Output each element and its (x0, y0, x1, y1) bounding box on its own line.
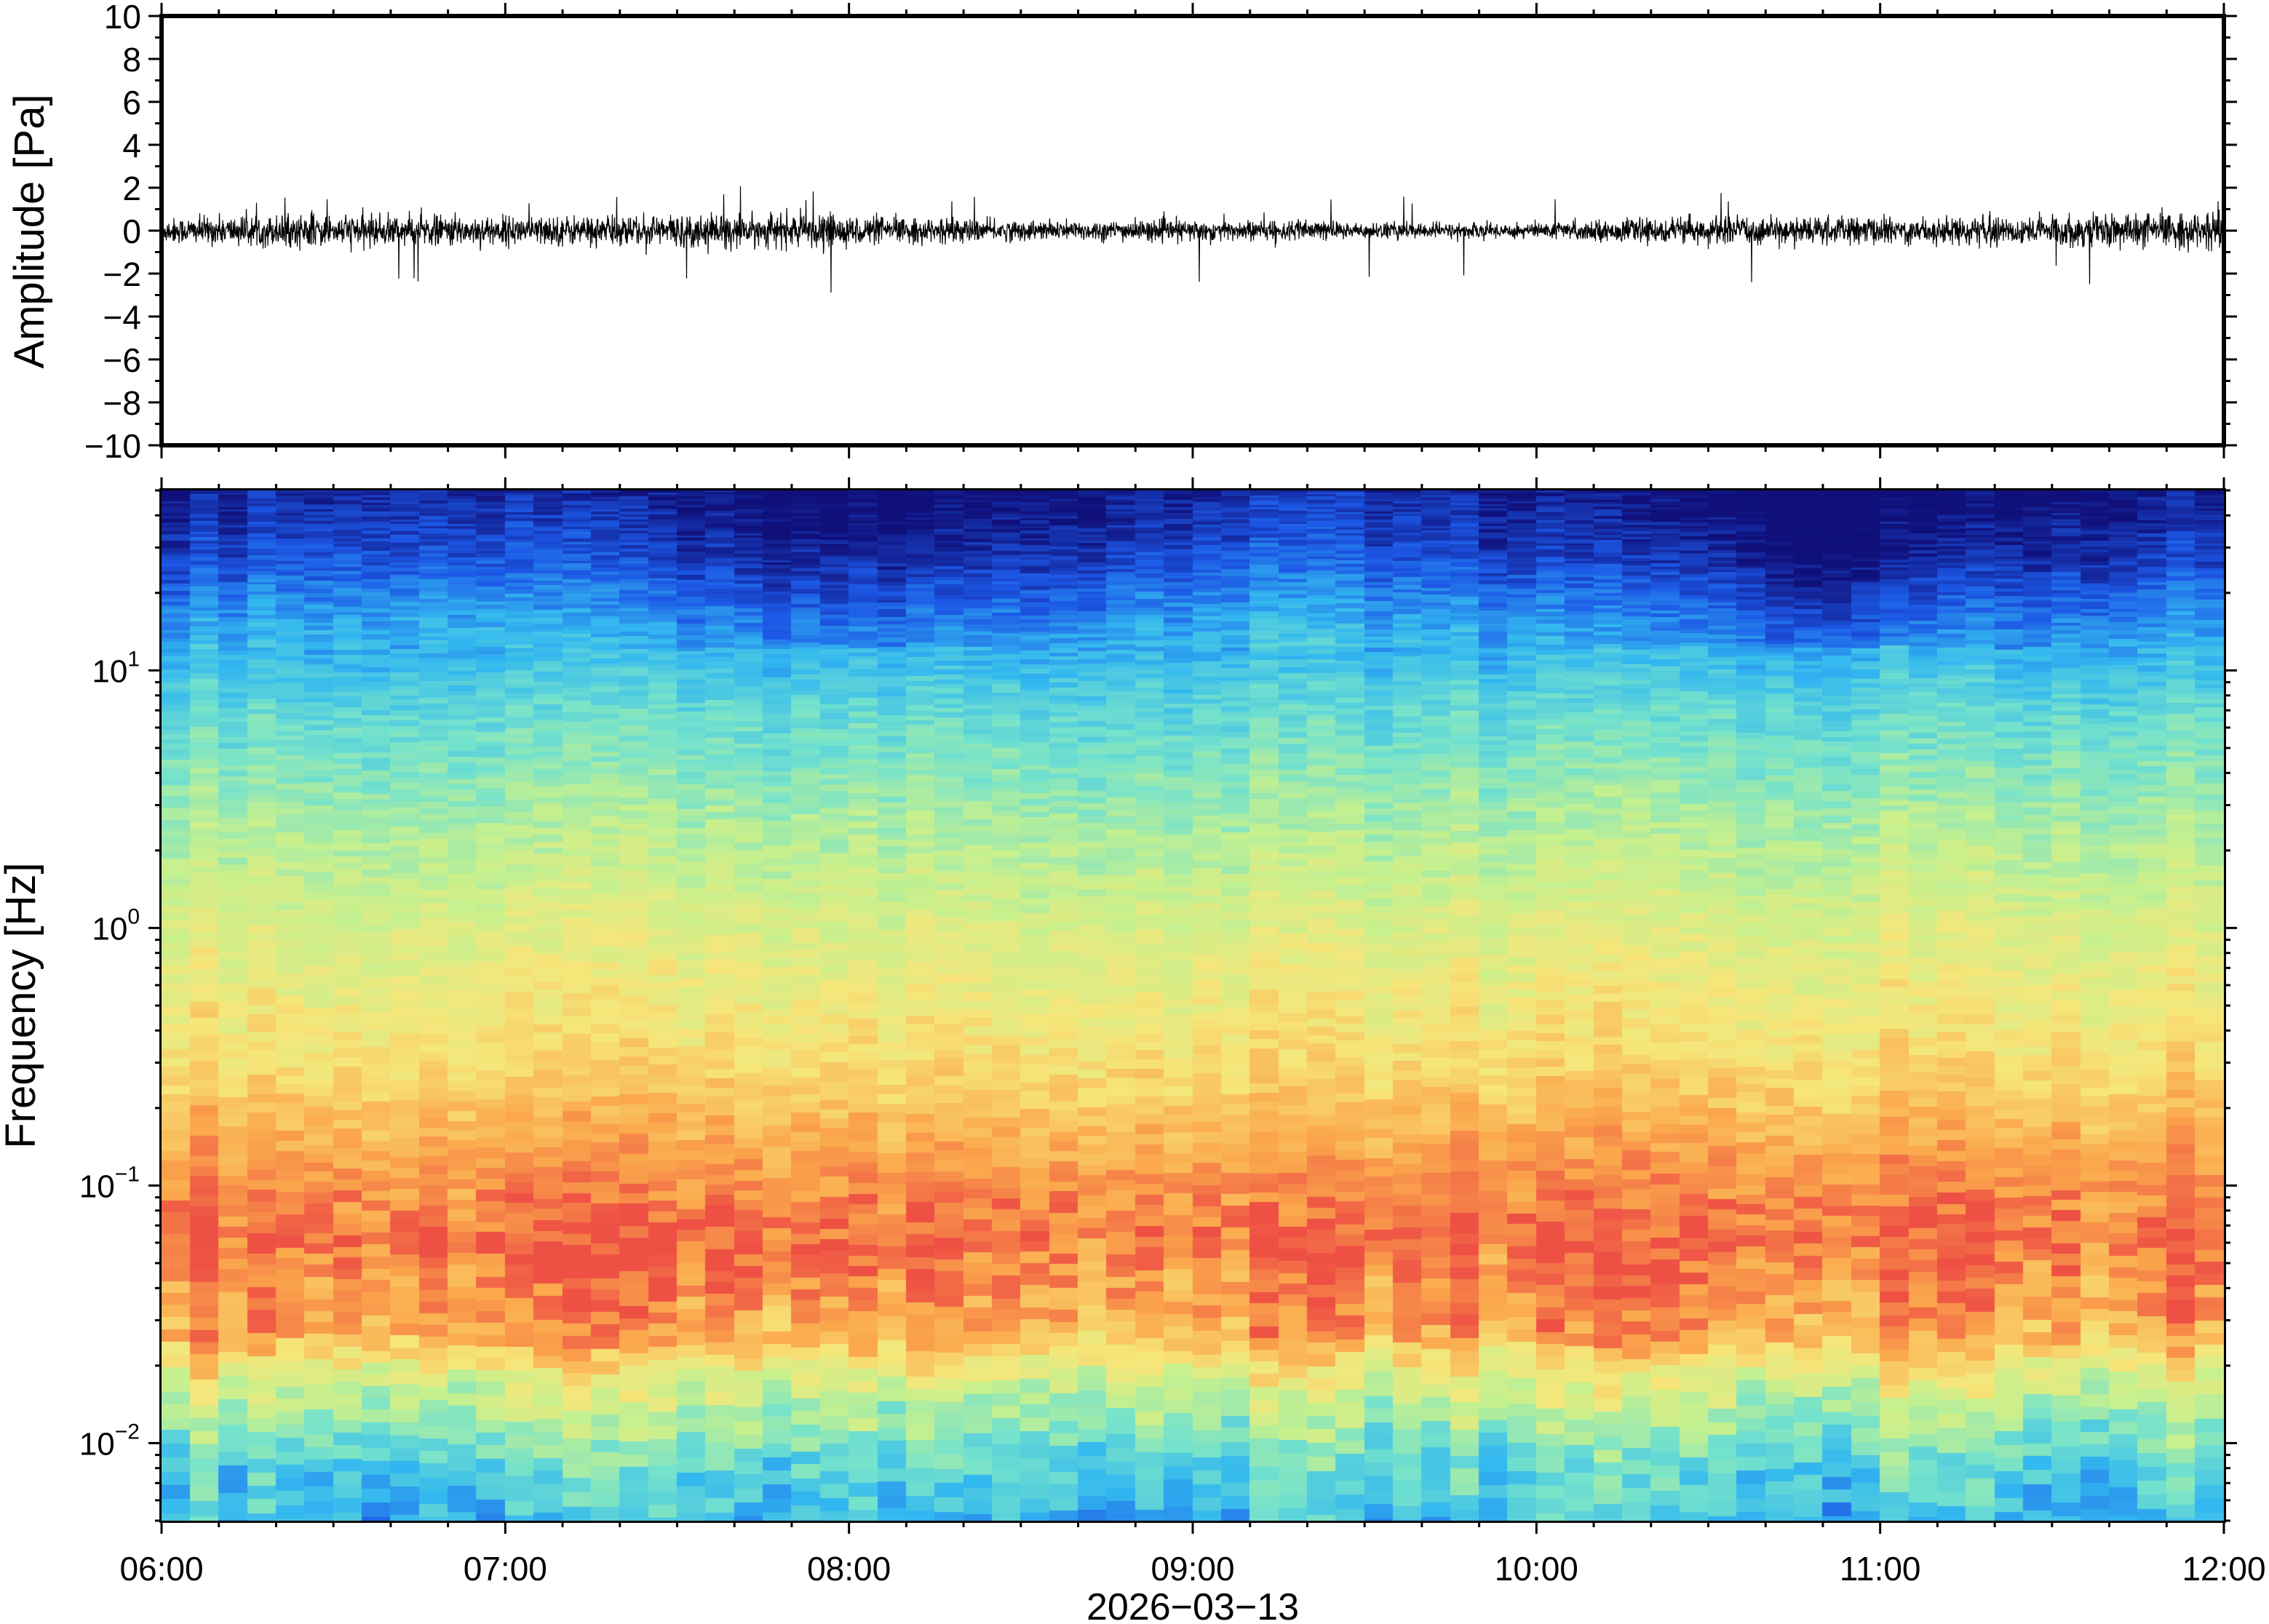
amplitude-tick-labels: 10 8 6 4 2 0 −2 −4 −6 −8 −10 (84, 0, 141, 465)
time-tick-labels: 06:00 07:00 08:00 09:00 10:00 11:00 12:00 (119, 1550, 2265, 1588)
time-tick-label: 09:00 (1151, 1550, 1234, 1588)
amplitude-ticks (148, 3, 2237, 458)
amplitude-tick-label: 8 (122, 41, 141, 79)
amplitude-tick-label: 6 (122, 84, 141, 122)
amplitude-tick-label: 4 (122, 127, 141, 164)
frequency-tick-labels: 101 100 10−1 10−2 (79, 647, 140, 1462)
date-axis-label: 2026−03−13 (1086, 1586, 1299, 1624)
time-tick-label: 10:00 (1495, 1550, 1578, 1588)
amplitude-tick-label: −6 (103, 341, 141, 379)
frequency-tick-label: 10−1 (79, 1162, 140, 1204)
amplitude-tick-label: 0 (122, 212, 141, 250)
amplitude-tick-label: 2 (122, 170, 141, 207)
spectrogram-heatmap (162, 490, 2224, 1521)
time-tick-label: 07:00 (464, 1550, 547, 1588)
time-tick-label: 11:00 (1840, 1550, 1921, 1588)
time-tick-label: 06:00 (119, 1550, 203, 1588)
amplitude-tick-label: 10 (104, 0, 141, 36)
amplitude-trace (161, 186, 2225, 293)
amplitude-axis-label: Amplitude [Pa] (6, 94, 53, 368)
frequency-axis-label: Frequency [Hz] (0, 862, 44, 1148)
spectrogram-ticks (148, 477, 2237, 1534)
amplitude-tick-label: −10 (84, 427, 141, 465)
amplitude-panel: 10 8 6 4 2 0 −2 −4 −6 −8 −10 Amplitude [Pa] (6, 0, 2237, 465)
time-tick-label: 08:00 (807, 1550, 891, 1588)
amplitude-tick-label: −2 (103, 255, 141, 293)
amplitude-tick-label: −8 (103, 384, 141, 422)
frequency-tick-label: 101 (92, 647, 140, 689)
amplitude-tick-label: −4 (103, 298, 141, 336)
amplitude-trace-line (161, 186, 2225, 293)
frequency-tick-label: 100 (92, 904, 140, 947)
frequency-tick-label: 10−2 (79, 1420, 140, 1462)
time-tick-label: 12:00 (2182, 1550, 2265, 1588)
